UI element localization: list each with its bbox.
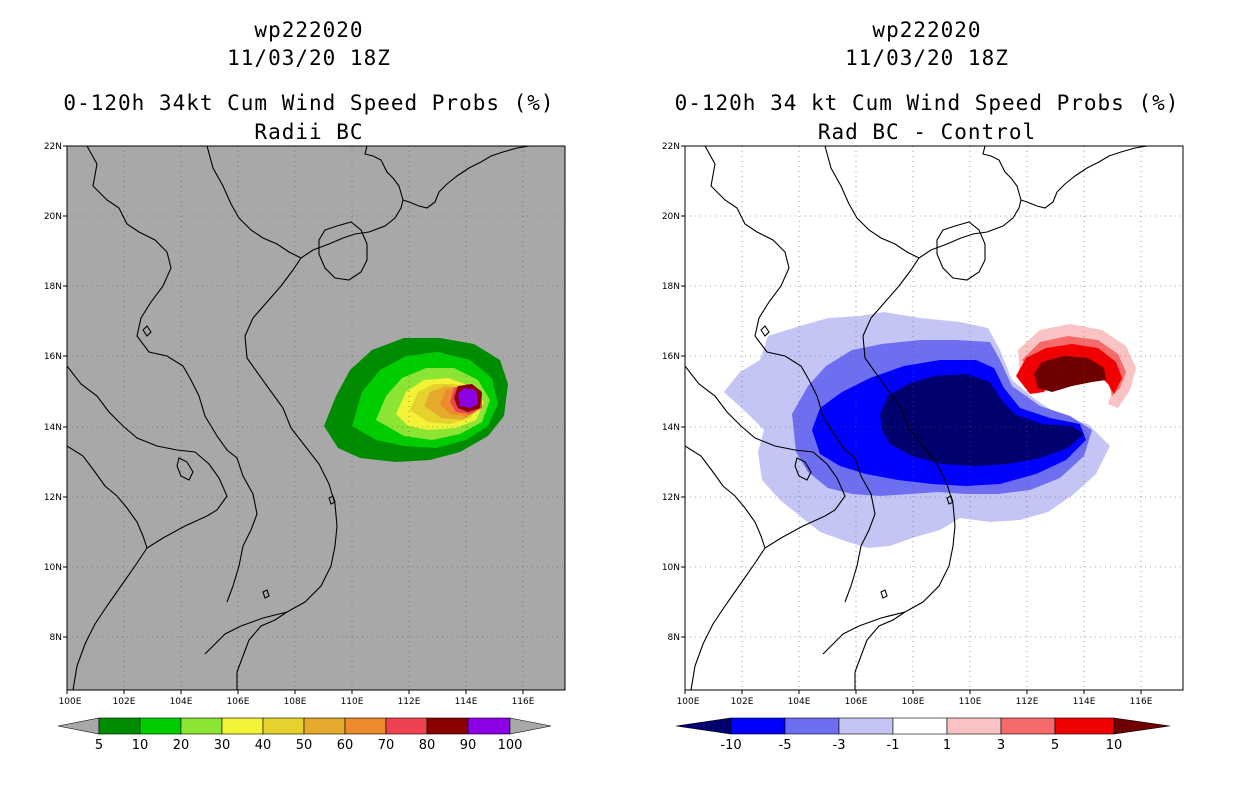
right-lon-label: 108E (902, 697, 925, 707)
left-colorbar-swatch (467, 717, 511, 735)
right-colorbar-swatch (730, 717, 786, 735)
left-map-frame (66, 145, 566, 691)
right-colorbar (675, 717, 1171, 735)
right-colorbar-swatch (838, 717, 894, 735)
right-storm-id: wp222020 (872, 18, 982, 42)
right-lat-label: 12N (662, 493, 680, 503)
right-lon-label: 112E (1016, 697, 1039, 707)
right-colorbar-swatch (1054, 717, 1115, 735)
left-colorbar-swatch (180, 717, 223, 735)
right-lat-label: 16N (662, 352, 680, 362)
right-colorbar-label: 1 (943, 738, 951, 753)
right-colorbar-label: 3 (997, 738, 1005, 753)
right-subtitle: Rad BC - Control (817, 120, 1037, 144)
left-colorbar-swatch (385, 717, 428, 735)
right-colorbar-label: -5 (779, 738, 792, 753)
left-lon-label: 116E (512, 697, 535, 707)
left-lon-label: 112E (398, 697, 421, 707)
left-lat-label: 20N (44, 212, 62, 222)
right-lon-label: 116E (1130, 697, 1153, 707)
right-lat-label: 10N (662, 563, 680, 573)
right-colorbar-label: -3 (833, 738, 846, 753)
right-colorbar-swatch (784, 717, 840, 735)
left-lat-label: 14N (44, 423, 62, 433)
left-colorbar (57, 717, 552, 735)
left-colorbar-end-high (509, 717, 552, 735)
left-title: 0-120h 34kt Cum Wind Speed Probs (%) (63, 91, 555, 115)
left-colorbar-swatch (98, 717, 141, 735)
left-subtitle: Radii BC (254, 120, 364, 144)
left-lat-label: 16N (44, 352, 62, 362)
left-colorbar-swatch (221, 717, 264, 735)
right-lat-label: 22N (662, 142, 680, 152)
right-lat-label: 18N (662, 282, 680, 292)
right-lon-label: 114E (1073, 697, 1096, 707)
right-lat-label: 20N (662, 212, 680, 222)
right-colorbar-label: 10 (1106, 738, 1123, 753)
left-ticks (63, 145, 524, 694)
left-lat-label: 12N (44, 493, 62, 503)
left-colorbar-swatch (262, 717, 305, 735)
left-colorbar-label: 50 (296, 738, 313, 753)
left-map-panel: 22N 20N 18N 16N 14N 12N 10N 8N 100E 102E… (44, 142, 566, 707)
right-colorbar-swatch (892, 717, 948, 735)
left-storm-id: wp222020 (254, 18, 364, 42)
left-colorbar-label: 80 (419, 738, 436, 753)
left-gridlines (67, 146, 565, 690)
left-colorbar-label: 10 (132, 738, 149, 753)
right-map-frame (684, 145, 1184, 691)
right-datetime: 11/03/20 18Z (845, 46, 1009, 70)
left-colorbar-label: 5 (95, 738, 103, 753)
left-colorbar-swatch (139, 717, 182, 735)
left-colorbar-end-low (57, 717, 100, 735)
right-lon-label: 104E (788, 697, 811, 707)
left-lat-label: 8N (50, 633, 62, 643)
left-lon-label: 110E (341, 697, 364, 707)
left-lon-label: 102E (113, 697, 136, 707)
left-colorbar-label: 20 (173, 738, 190, 753)
right-gridlines (685, 146, 1183, 690)
left-colorbar-swatch (303, 717, 346, 735)
right-colorbar-end-high (1113, 717, 1171, 735)
prob-contour-100 (458, 388, 478, 408)
right-lon-label: 102E (731, 697, 754, 707)
right-colorbar-swatch (1000, 717, 1056, 735)
left-colorbar-label: 40 (255, 738, 272, 753)
left-colorbar-label: 60 (337, 738, 354, 753)
right-ticks (681, 145, 1142, 694)
left-lon-label: 108E (284, 697, 307, 707)
right-lon-label: 100E (677, 697, 700, 707)
right-lon-label: 106E (845, 697, 868, 707)
left-lat-label: 18N (44, 282, 62, 292)
left-colorbar-swatch (344, 717, 387, 735)
right-map-panel: 22N 20N 18N 16N 14N 12N 10N 8N 100E 102E… (662, 142, 1184, 707)
left-lat-label: 22N (44, 142, 62, 152)
right-title: 0-120h 34 kt Cum Wind Speed Probs (%) (674, 91, 1180, 115)
right-colorbar-label: 5 (1051, 738, 1059, 753)
left-lon-label: 106E (227, 697, 250, 707)
left-colorbar-label: 100 (498, 738, 523, 753)
diff-contour-plus-10 (1034, 356, 1106, 392)
right-lat-label: 8N (668, 633, 680, 643)
left-datetime: 11/03/20 18Z (227, 46, 391, 70)
right-colorbar-swatch (946, 717, 1002, 735)
left-lon-label: 100E (59, 697, 82, 707)
left-colorbar-swatch (426, 717, 469, 735)
right-lon-label: 110E (959, 697, 982, 707)
right-colorbar-end-low (675, 717, 732, 735)
left-lon-label: 104E (170, 697, 193, 707)
left-colorbar-label: 30 (214, 738, 231, 753)
left-lon-label: 114E (455, 697, 478, 707)
diff-contour-minus-10 (880, 374, 1084, 466)
right-colorbar-label: -1 (887, 738, 900, 753)
left-colorbar-label: 90 (460, 738, 477, 753)
left-lat-label: 10N (44, 563, 62, 573)
right-lat-label: 14N (662, 423, 680, 433)
left-colorbar-label: 70 (378, 738, 395, 753)
right-colorbar-label: -10 (720, 738, 741, 753)
